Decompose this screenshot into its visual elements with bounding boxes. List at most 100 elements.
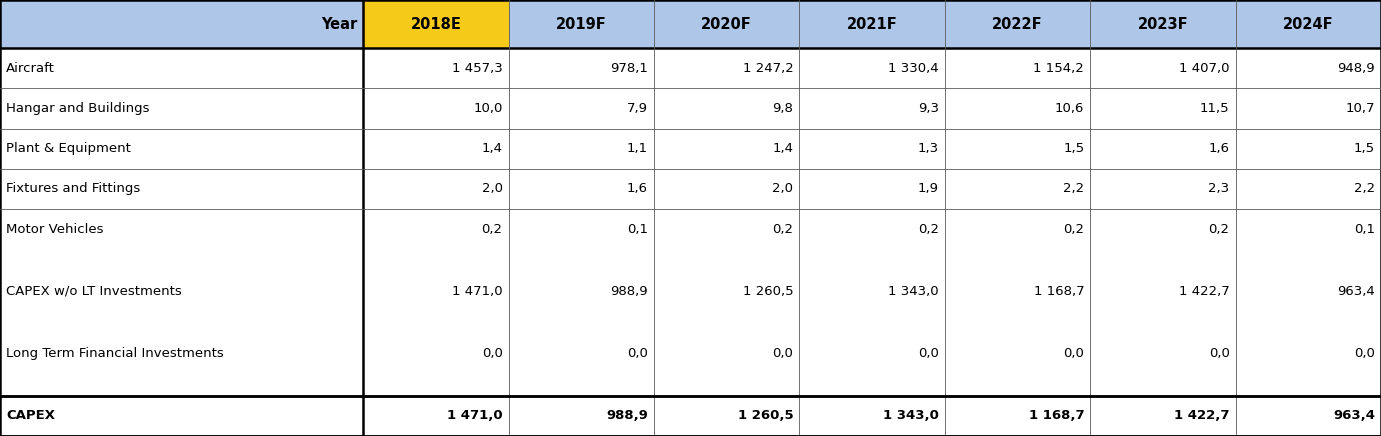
Text: 963,4: 963,4 (1333, 409, 1375, 422)
Text: 2019F: 2019F (557, 17, 606, 32)
Text: 7,9: 7,9 (627, 102, 648, 115)
Text: 2,2: 2,2 (1063, 182, 1084, 195)
Text: 988,9: 988,9 (610, 285, 648, 298)
Bar (1090, 89, 1236, 129)
Text: 1 168,7: 1 168,7 (1029, 409, 1084, 422)
Bar (1090, 169, 1236, 209)
Text: Aircraft: Aircraft (6, 62, 55, 75)
Bar (945, 249, 1090, 271)
Bar (655, 396, 800, 436)
Text: 0,0: 0,0 (482, 347, 503, 360)
Bar (1236, 169, 1381, 209)
Bar (945, 209, 1090, 249)
Text: 0,2: 0,2 (772, 222, 794, 235)
Bar (0, 311, 363, 334)
Text: 1,5: 1,5 (1063, 142, 1084, 155)
Bar (945, 374, 1090, 396)
Bar (655, 0, 800, 48)
Bar (363, 311, 508, 334)
Text: CAPEX: CAPEX (6, 409, 55, 422)
Text: 978,1: 978,1 (610, 62, 648, 75)
Bar (1090, 209, 1236, 249)
Bar (800, 169, 945, 209)
Text: 1 260,5: 1 260,5 (743, 285, 794, 298)
Text: 2023F: 2023F (1138, 17, 1188, 32)
Bar (1236, 129, 1381, 169)
Text: 963,4: 963,4 (1337, 285, 1375, 298)
Text: Plant & Equipment: Plant & Equipment (6, 142, 131, 155)
Bar (945, 334, 1090, 374)
Text: 0,2: 0,2 (1208, 222, 1229, 235)
Bar (1236, 374, 1381, 396)
Text: 11,5: 11,5 (1200, 102, 1229, 115)
Bar (0, 396, 363, 436)
Bar (0, 209, 363, 249)
Bar (800, 374, 945, 396)
Text: 1 247,2: 1 247,2 (743, 62, 794, 75)
Bar (800, 396, 945, 436)
Text: 1,6: 1,6 (1208, 142, 1229, 155)
Text: 9,8: 9,8 (772, 102, 794, 115)
Bar (0, 0, 363, 48)
Bar (0, 271, 363, 311)
Bar (800, 271, 945, 311)
Bar (0, 89, 363, 129)
Text: 0,0: 0,0 (1063, 347, 1084, 360)
Bar (1090, 374, 1236, 396)
Bar (655, 89, 800, 129)
Text: 0,0: 0,0 (627, 347, 648, 360)
Bar (655, 48, 800, 89)
Text: 0,2: 0,2 (482, 222, 503, 235)
Bar (508, 271, 655, 311)
Text: 0,0: 0,0 (1355, 347, 1375, 360)
Text: 1 343,0: 1 343,0 (888, 285, 939, 298)
Text: 1 471,0: 1 471,0 (447, 409, 503, 422)
Bar (655, 334, 800, 374)
Text: 0,0: 0,0 (772, 347, 794, 360)
Bar (363, 334, 508, 374)
Text: 1 471,0: 1 471,0 (452, 285, 503, 298)
Bar (363, 271, 508, 311)
Bar (508, 129, 655, 169)
Bar (508, 209, 655, 249)
Text: 1,3: 1,3 (918, 142, 939, 155)
Text: 1 422,7: 1 422,7 (1179, 285, 1229, 298)
Text: 2,0: 2,0 (772, 182, 794, 195)
Bar (0, 48, 363, 89)
Bar (945, 89, 1090, 129)
Bar (800, 209, 945, 249)
Bar (363, 129, 508, 169)
Bar (655, 271, 800, 311)
Bar (1236, 48, 1381, 89)
Bar (508, 334, 655, 374)
Text: 0,0: 0,0 (918, 347, 939, 360)
Text: Long Term Financial Investments: Long Term Financial Investments (6, 347, 224, 360)
Bar (945, 271, 1090, 311)
Text: 2018E: 2018E (410, 17, 461, 32)
Bar (0, 334, 363, 374)
Text: 1,4: 1,4 (772, 142, 794, 155)
Bar (508, 374, 655, 396)
Bar (945, 0, 1090, 48)
Bar (1236, 249, 1381, 271)
Bar (1236, 396, 1381, 436)
Text: 1 330,4: 1 330,4 (888, 62, 939, 75)
Text: 2020F: 2020F (702, 17, 753, 32)
Bar (945, 396, 1090, 436)
Text: 0,2: 0,2 (1063, 222, 1084, 235)
Bar (655, 129, 800, 169)
Text: 1,5: 1,5 (1353, 142, 1375, 155)
Bar (508, 89, 655, 129)
Text: 2,0: 2,0 (482, 182, 503, 195)
Bar (508, 48, 655, 89)
Text: 0,1: 0,1 (1353, 222, 1375, 235)
Text: 1 260,5: 1 260,5 (737, 409, 794, 422)
Text: 1 343,0: 1 343,0 (882, 409, 939, 422)
Text: 0,0: 0,0 (1208, 347, 1229, 360)
Bar (363, 89, 508, 129)
Bar (945, 311, 1090, 334)
Text: CAPEX w/o LT Investments: CAPEX w/o LT Investments (6, 285, 182, 298)
Text: 1 168,7: 1 168,7 (1033, 285, 1084, 298)
Bar (800, 129, 945, 169)
Bar (363, 169, 508, 209)
